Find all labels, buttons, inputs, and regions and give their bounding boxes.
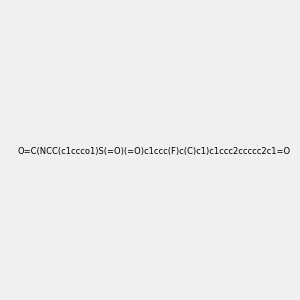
Text: O=C(NCC(c1ccco1)S(=O)(=O)c1ccc(F)c(C)c1)c1ccc2ccccc2c1=O: O=C(NCC(c1ccco1)S(=O)(=O)c1ccc(F)c(C)c1)…: [17, 147, 290, 156]
